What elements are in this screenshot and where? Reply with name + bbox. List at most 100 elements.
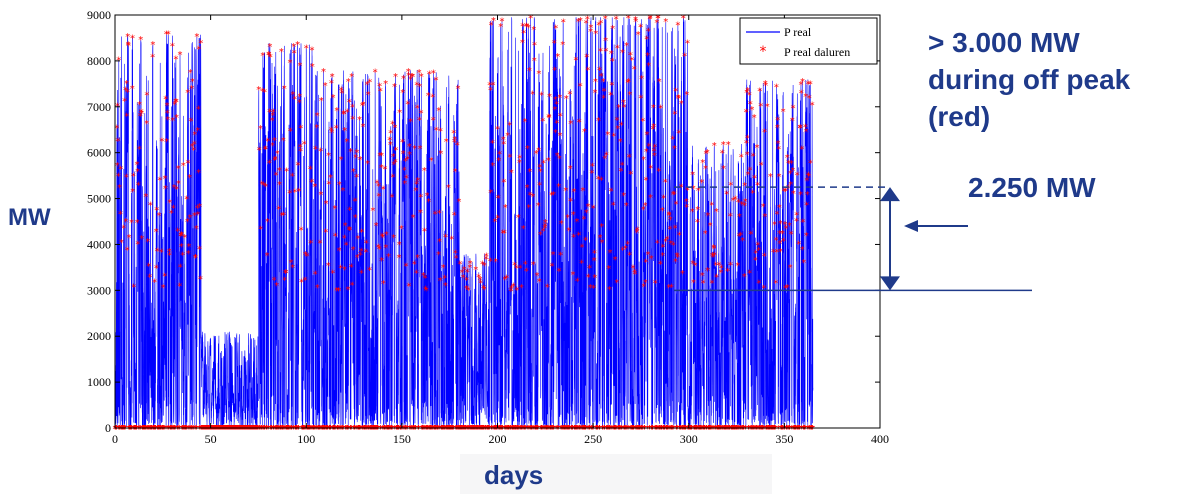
marker-p-real-daluren: * [216,424,221,435]
marker-p-real-daluren: * [321,424,326,435]
marker-p-real-daluren: * [625,78,630,89]
marker-p-real-daluren: * [340,186,345,197]
marker-p-real-daluren: * [602,424,607,435]
marker-p-real-daluren: * [729,424,734,435]
series-line-p-real [114,17,814,429]
marker-p-real-daluren: * [167,198,172,209]
marker-p-real-daluren: * [416,424,421,435]
marker-p-real-daluren: * [637,424,642,435]
marker-p-real-daluren: * [623,424,628,435]
marker-p-real-daluren: * [605,424,610,435]
marker-p-real-daluren: * [261,424,266,435]
marker-p-real-daluren: * [479,424,484,435]
marker-p-real-daluren: * [728,211,733,222]
marker-p-real-daluren: * [676,94,681,105]
marker-p-real-daluren: * [321,424,326,435]
marker-p-real-daluren: * [489,424,494,435]
marker-p-real-daluren: * [360,424,365,435]
marker-p-real-daluren: * [701,424,706,435]
marker-p-real-daluren: * [624,424,629,435]
marker-p-real-daluren: * [456,197,461,208]
marker-p-real-daluren: * [320,424,325,435]
marker-p-real-daluren: * [543,221,548,232]
marker-p-real-daluren: * [803,92,808,103]
marker-p-real-daluren: * [330,424,335,435]
marker-p-real-daluren: * [686,424,691,435]
marker-p-real-daluren: * [622,424,627,435]
marker-p-real-daluren: * [312,424,317,435]
marker-p-real-daluren: * [297,98,302,109]
marker-p-real-daluren: * [132,424,137,435]
marker-p-real-daluren: * [113,424,118,435]
marker-p-real-daluren: * [748,229,753,240]
marker-p-real-daluren: * [458,424,463,435]
marker-p-real-daluren: * [476,424,481,435]
marker-p-real-daluren: * [201,424,206,435]
marker-p-real-daluren: * [641,282,646,293]
marker-p-real-daluren: * [681,424,686,435]
marker-p-real-daluren: * [557,93,562,104]
marker-p-real-daluren: * [636,30,641,41]
marker-p-real-daluren: * [267,108,272,119]
marker-p-real-daluren: * [359,246,364,257]
marker-p-real-daluren: * [546,424,551,435]
marker-p-real-daluren: * [358,424,363,435]
marker-p-real-daluren: * [651,125,656,136]
marker-p-real-daluren: * [539,90,544,101]
marker-p-real-daluren: * [184,194,189,205]
marker-p-real-daluren: * [801,424,806,435]
marker-p-real-daluren: * [266,424,271,435]
marker-p-real-daluren: * [383,164,388,175]
marker-p-real-daluren: * [379,151,384,162]
marker-p-real-daluren: * [259,424,264,435]
marker-p-real-daluren: * [715,424,720,435]
marker-p-real-daluren: * [777,229,782,240]
marker-p-real-daluren: * [503,424,508,435]
marker-p-real-daluren: * [583,424,588,435]
marker-p-real-daluren: * [371,424,376,435]
marker-p-real-daluren: * [566,424,571,435]
marker-p-real-daluren: * [383,243,388,254]
marker-p-real-daluren: * [528,424,533,435]
marker-p-real-daluren: * [489,424,494,435]
x-tick-label: 300 [680,432,698,446]
marker-p-real-daluren: * [206,424,211,435]
marker-p-real-daluren: * [126,40,131,51]
marker-p-real-daluren: * [700,271,705,282]
marker-p-real-daluren: * [680,424,685,435]
marker-p-real-daluren: * [462,424,467,435]
marker-p-real-daluren: * [306,424,311,435]
marker-p-real-daluren: * [257,424,262,435]
marker-p-real-daluren: * [540,117,545,128]
marker-p-real-daluren: * [225,424,230,435]
marker-p-real-daluren: * [772,424,777,435]
marker-p-real-daluren: * [506,424,511,435]
marker-p-real-daluren: * [280,424,285,435]
marker-p-real-daluren: * [228,424,233,435]
marker-p-real-daluren: * [316,424,321,435]
marker-p-real-daluren: * [780,424,785,435]
marker-p-real-daluren: * [194,424,199,435]
marker-p-real-daluren: * [496,424,501,435]
y-tick-label: 6000 [87,146,111,160]
marker-p-real-daluren: * [755,240,760,251]
marker-p-real-daluren: * [740,424,745,435]
marker-p-real-daluren: * [798,123,803,134]
marker-p-real-daluren: * [179,231,184,242]
marker-p-real-daluren: * [446,424,451,435]
marker-p-real-daluren: * [782,424,787,435]
marker-p-real-daluren: * [274,281,279,292]
marker-p-real-daluren: * [568,196,573,207]
marker-p-real-daluren: * [627,251,632,262]
marker-p-real-daluren: * [188,68,193,79]
marker-p-real-daluren: * [292,95,297,106]
marker-p-real-daluren: * [250,424,255,435]
marker-p-real-daluren: * [647,424,652,435]
marker-p-real-daluren: * [230,424,235,435]
marker-p-real-daluren: * [486,424,491,435]
marker-p-real-daluren: * [383,424,388,435]
marker-p-real-daluren: * [370,424,375,435]
marker-p-real-daluren: * [791,424,796,435]
marker-p-real-daluren: * [792,424,797,435]
marker-p-real-daluren: * [490,161,495,172]
